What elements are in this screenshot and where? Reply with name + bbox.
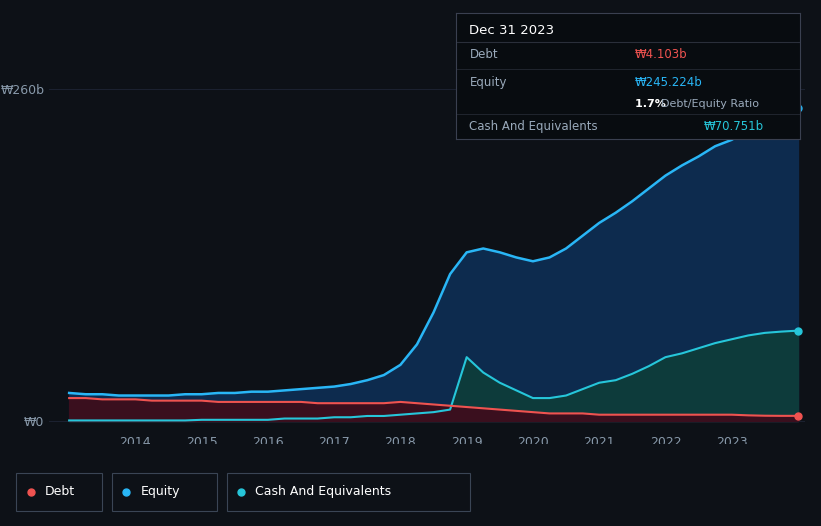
Text: 1.7%: 1.7% [635, 99, 670, 109]
Text: Equity: Equity [470, 76, 507, 89]
Text: Cash And Equivalents: Cash And Equivalents [255, 485, 392, 498]
Text: ₩245.224b: ₩245.224b [635, 76, 703, 89]
Text: Debt/Equity Ratio: Debt/Equity Ratio [661, 99, 759, 109]
Text: Dec 31 2023: Dec 31 2023 [470, 24, 554, 37]
Text: ₩70.751b: ₩70.751b [704, 120, 764, 133]
Text: Debt: Debt [470, 48, 498, 62]
Text: ₩4.103b: ₩4.103b [635, 48, 687, 62]
Text: Cash And Equivalents: Cash And Equivalents [470, 120, 598, 133]
Text: Debt: Debt [45, 485, 76, 498]
Text: Equity: Equity [140, 485, 180, 498]
